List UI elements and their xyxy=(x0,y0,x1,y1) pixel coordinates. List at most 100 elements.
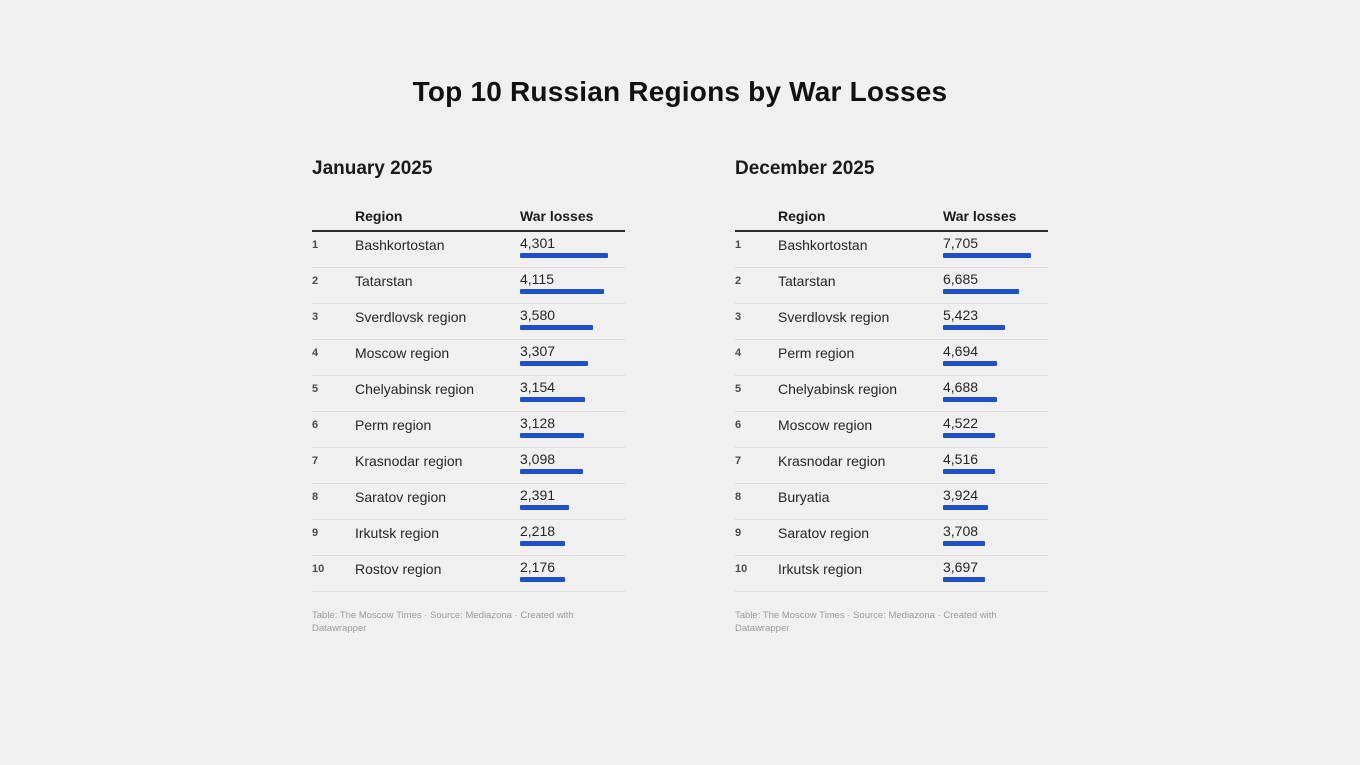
war-losses-value: 3,580 xyxy=(520,307,556,323)
war-losses-bar xyxy=(943,325,1005,330)
table-row: 6 Perm region 3,128 xyxy=(312,412,625,448)
row-rank: 8 xyxy=(312,491,319,503)
attribution-text: Table: The Moscow Times · Source: Mediaz… xyxy=(735,610,997,635)
war-losses-bar xyxy=(520,397,585,402)
attribution-text: Table: The Moscow Times · Source: Mediaz… xyxy=(312,610,574,635)
war-losses-bar xyxy=(943,505,988,510)
losses-column-header: War losses xyxy=(520,208,594,224)
region-name: Perm region xyxy=(778,345,855,361)
region-name: Irkutsk region xyxy=(778,561,863,577)
value-cell: 3,580 xyxy=(520,304,625,339)
table-row: 7 Krasnodar region 3,098 xyxy=(312,448,625,484)
value-cell: 3,128 xyxy=(520,412,625,447)
row-rank: 3 xyxy=(312,311,319,323)
region-name: Bashkortostan xyxy=(778,237,868,253)
value-cell: 7,705 xyxy=(943,232,1048,267)
value-cell: 4,516 xyxy=(943,448,1048,483)
table-row: 6 Moscow region 4,522 xyxy=(735,412,1048,448)
section-title-january: January 2025 xyxy=(312,158,433,179)
row-rank: 3 xyxy=(735,311,742,323)
row-rank: 5 xyxy=(735,383,742,395)
war-losses-value: 2,176 xyxy=(520,559,556,575)
value-cell: 3,708 xyxy=(943,520,1048,555)
table-row: 1 Bashkortostan 4,301 xyxy=(312,232,625,268)
table-row: 5 Chelyabinsk region 4,688 xyxy=(735,376,1048,412)
value-cell: 4,694 xyxy=(943,340,1048,375)
table-body: 1 Bashkortostan 7,705 2 Tatarstan 6,685 … xyxy=(735,232,1048,592)
row-rank: 7 xyxy=(735,455,742,467)
table-row: 5 Chelyabinsk region 3,154 xyxy=(312,376,625,412)
value-cell: 4,115 xyxy=(520,268,625,303)
value-cell: 6,685 xyxy=(943,268,1048,303)
war-losses-value: 4,688 xyxy=(943,379,979,395)
war-losses-value: 2,218 xyxy=(520,523,556,539)
row-rank: 1 xyxy=(735,239,742,251)
row-rank: 2 xyxy=(735,275,742,287)
row-rank: 6 xyxy=(735,419,742,431)
table-row: 8 Saratov region 2,391 xyxy=(312,484,625,520)
war-losses-bar xyxy=(943,433,995,438)
region-name: Chelyabinsk region xyxy=(355,381,475,397)
region-name: Bashkortostan xyxy=(355,237,445,253)
region-name: Irkutsk region xyxy=(355,525,440,541)
table-row: 10 Irkutsk region 3,697 xyxy=(735,556,1048,592)
value-cell: 2,391 xyxy=(520,484,625,519)
value-cell: 3,697 xyxy=(943,556,1048,591)
war-losses-bar xyxy=(520,577,565,582)
row-rank: 1 xyxy=(312,239,319,251)
table-row: 2 Tatarstan 4,115 xyxy=(312,268,625,304)
war-losses-bar xyxy=(943,541,985,546)
war-losses-bar xyxy=(520,505,569,510)
region-name: Sverdlovsk region xyxy=(355,309,467,325)
region-name: Moscow region xyxy=(778,417,873,433)
war-losses-value: 3,307 xyxy=(520,343,556,359)
table-header-row: Region War losses xyxy=(312,206,625,232)
region-name: Tatarstan xyxy=(778,273,836,289)
value-cell: 2,218 xyxy=(520,520,625,555)
region-name: Sverdlovsk region xyxy=(778,309,890,325)
value-cell: 3,154 xyxy=(520,376,625,411)
region-name: Krasnodar region xyxy=(778,453,886,469)
war-losses-value: 5,423 xyxy=(943,307,979,323)
value-cell: 5,423 xyxy=(943,304,1048,339)
row-rank: 10 xyxy=(312,563,325,575)
table-row: 2 Tatarstan 6,685 xyxy=(735,268,1048,304)
war-losses-bar xyxy=(520,433,584,438)
war-losses-bar xyxy=(943,577,985,582)
value-cell: 4,688 xyxy=(943,376,1048,411)
table-row: 4 Perm region 4,694 xyxy=(735,340,1048,376)
losses-column-header: War losses xyxy=(943,208,1017,224)
table-panel-january: January 2025 Region War losses 1 Bashkor… xyxy=(312,158,625,636)
table-panel-december: December 2025 Region War losses 1 Bashko… xyxy=(735,158,1048,636)
table-row: 10 Rostov region 2,176 xyxy=(312,556,625,592)
war-losses-value: 3,098 xyxy=(520,451,556,467)
war-losses-bar xyxy=(520,361,588,366)
table-row: 1 Bashkortostan 7,705 xyxy=(735,232,1048,268)
row-rank: 10 xyxy=(735,563,748,575)
war-losses-value: 3,154 xyxy=(520,379,556,395)
war-losses-bar xyxy=(520,253,608,258)
region-name: Saratov region xyxy=(355,489,447,505)
war-losses-bar xyxy=(520,541,565,546)
row-rank: 8 xyxy=(735,491,742,503)
war-losses-value: 4,115 xyxy=(520,271,554,287)
war-losses-bar xyxy=(943,253,1031,258)
value-cell: 3,307 xyxy=(520,340,625,375)
table-row: 9 Saratov region 3,708 xyxy=(735,520,1048,556)
value-cell: 2,176 xyxy=(520,556,625,591)
war-losses-bar xyxy=(943,361,997,366)
row-rank: 9 xyxy=(312,527,319,539)
region-name: Chelyabinsk region xyxy=(778,381,898,397)
table-row: 8 Buryatia 3,924 xyxy=(735,484,1048,520)
row-rank: 5 xyxy=(312,383,319,395)
region-name: Buryatia xyxy=(778,489,830,505)
war-losses-bar xyxy=(943,289,1019,294)
table-row: 7 Krasnodar region 4,516 xyxy=(735,448,1048,484)
row-rank: 6 xyxy=(312,419,319,431)
row-rank: 9 xyxy=(735,527,742,539)
value-cell: 4,301 xyxy=(520,232,625,267)
table-body: 1 Bashkortostan 4,301 2 Tatarstan 4,115 … xyxy=(312,232,625,592)
war-losses-bar xyxy=(520,289,604,294)
region-name: Krasnodar region xyxy=(355,453,463,469)
row-rank: 2 xyxy=(312,275,319,287)
